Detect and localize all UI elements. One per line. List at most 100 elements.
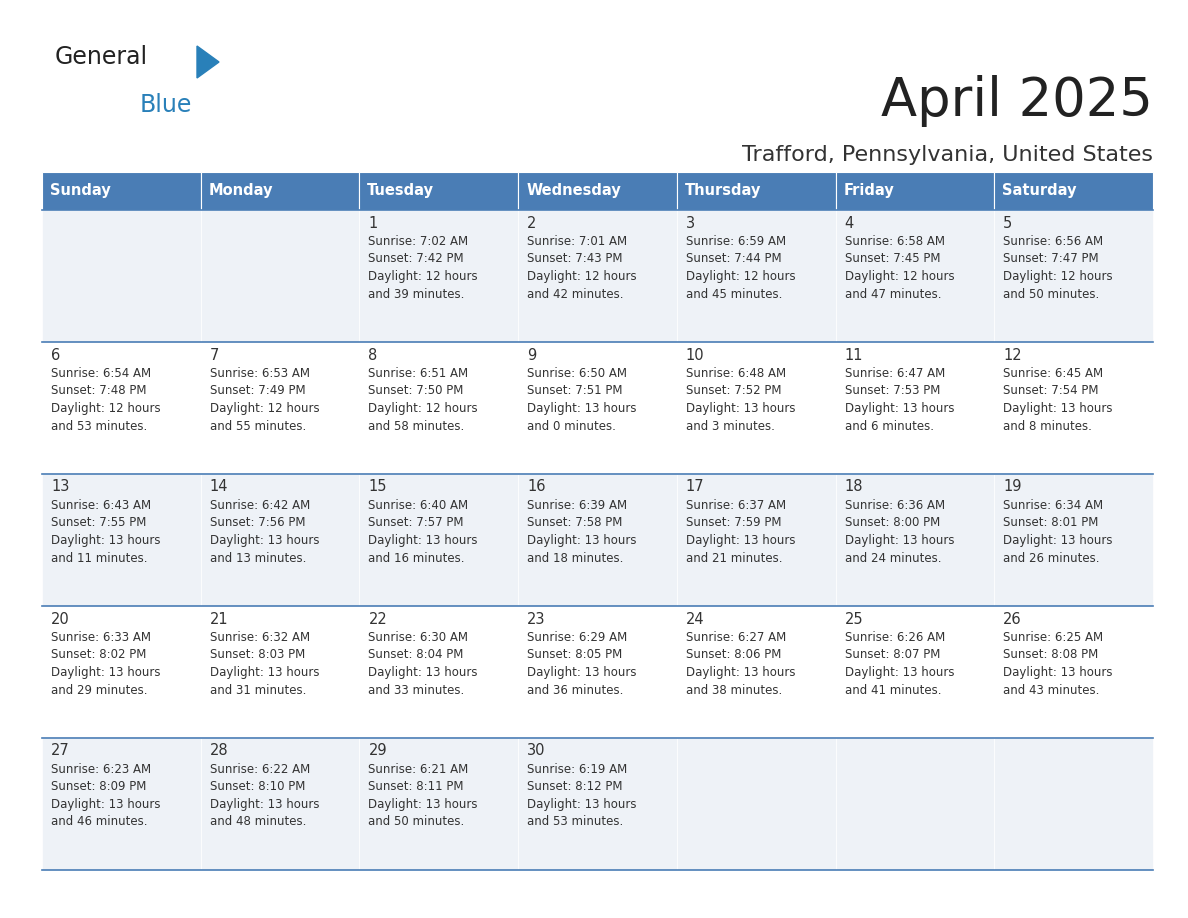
Text: Sunrise: 6:54 AM: Sunrise: 6:54 AM [51,367,151,380]
Bar [201,606,360,738]
Text: 24: 24 [685,611,704,626]
Text: Daylight: 12 hours: Daylight: 12 hours [368,402,478,415]
Text: Daylight: 13 hours: Daylight: 13 hours [210,798,320,811]
Text: Daylight: 13 hours: Daylight: 13 hours [845,534,954,547]
Text: Sunset: 7:55 PM: Sunset: 7:55 PM [51,517,146,530]
Text: and 53 minutes.: and 53 minutes. [51,420,147,432]
Bar [994,738,1154,870]
Text: and 24 minutes.: and 24 minutes. [845,552,941,565]
Bar [994,606,1154,738]
Text: and 8 minutes.: and 8 minutes. [1004,420,1092,432]
Bar [42,606,201,738]
Bar [835,172,994,210]
Bar [201,342,360,474]
Bar [360,210,518,342]
Text: Sunday: Sunday [50,184,110,198]
Bar [518,606,677,738]
Text: Sunrise: 6:45 AM: Sunrise: 6:45 AM [1004,367,1104,380]
Bar [677,606,835,738]
Text: Daylight: 12 hours: Daylight: 12 hours [1004,270,1113,283]
Text: Sunrise: 6:58 AM: Sunrise: 6:58 AM [845,235,944,248]
Text: Daylight: 13 hours: Daylight: 13 hours [1004,666,1113,679]
Bar [677,210,835,342]
Bar [835,210,994,342]
Text: and 29 minutes.: and 29 minutes. [51,684,147,697]
Text: Sunset: 8:01 PM: Sunset: 8:01 PM [1004,517,1099,530]
Text: Daylight: 12 hours: Daylight: 12 hours [368,270,478,283]
Text: Daylight: 12 hours: Daylight: 12 hours [845,270,954,283]
Bar [42,342,201,474]
Text: Sunrise: 6:51 AM: Sunrise: 6:51 AM [368,367,468,380]
Text: Sunrise: 7:01 AM: Sunrise: 7:01 AM [527,235,627,248]
Bar [994,342,1154,474]
Text: Sunrise: 6:48 AM: Sunrise: 6:48 AM [685,367,786,380]
Text: Sunset: 8:04 PM: Sunset: 8:04 PM [368,648,463,662]
Text: 1: 1 [368,216,378,230]
Bar [360,342,518,474]
Text: Sunset: 7:43 PM: Sunset: 7:43 PM [527,252,623,265]
Text: 26: 26 [1004,611,1022,626]
Text: 25: 25 [845,611,864,626]
Text: 21: 21 [210,611,228,626]
Bar [835,474,994,606]
Text: Sunrise: 6:36 AM: Sunrise: 6:36 AM [845,499,944,512]
Text: Sunset: 8:09 PM: Sunset: 8:09 PM [51,780,146,793]
Text: Daylight: 13 hours: Daylight: 13 hours [527,798,637,811]
Text: and 38 minutes.: and 38 minutes. [685,684,782,697]
Polygon shape [197,46,219,78]
Text: 28: 28 [210,744,228,758]
Text: and 42 minutes.: and 42 minutes. [527,287,624,300]
Bar [835,738,994,870]
Text: Sunrise: 6:43 AM: Sunrise: 6:43 AM [51,499,151,512]
Text: and 48 minutes.: and 48 minutes. [210,815,307,829]
Text: Sunset: 7:58 PM: Sunset: 7:58 PM [527,517,623,530]
Text: Sunset: 8:02 PM: Sunset: 8:02 PM [51,648,146,662]
Text: Daylight: 13 hours: Daylight: 13 hours [527,402,637,415]
Text: and 47 minutes.: and 47 minutes. [845,287,941,300]
Text: Daylight: 13 hours: Daylight: 13 hours [685,534,795,547]
Text: and 31 minutes.: and 31 minutes. [210,684,307,697]
Text: and 0 minutes.: and 0 minutes. [527,420,617,432]
Text: Daylight: 13 hours: Daylight: 13 hours [51,534,160,547]
Bar [518,342,677,474]
Text: 14: 14 [210,479,228,495]
Text: and 16 minutes.: and 16 minutes. [368,552,465,565]
Text: and 46 minutes.: and 46 minutes. [51,815,147,829]
Text: Sunrise: 6:50 AM: Sunrise: 6:50 AM [527,367,627,380]
Text: Sunset: 7:53 PM: Sunset: 7:53 PM [845,385,940,397]
Text: and 33 minutes.: and 33 minutes. [368,684,465,697]
Text: 13: 13 [51,479,69,495]
Text: Sunset: 7:44 PM: Sunset: 7:44 PM [685,252,782,265]
Text: and 45 minutes.: and 45 minutes. [685,287,782,300]
Text: Sunset: 8:05 PM: Sunset: 8:05 PM [527,648,623,662]
Text: 20: 20 [51,611,70,626]
Text: 23: 23 [527,611,545,626]
Text: 3: 3 [685,216,695,230]
Text: Sunset: 8:12 PM: Sunset: 8:12 PM [527,780,623,793]
Text: Sunset: 8:00 PM: Sunset: 8:00 PM [845,517,940,530]
Text: and 26 minutes.: and 26 minutes. [1004,552,1100,565]
Text: Sunrise: 6:37 AM: Sunrise: 6:37 AM [685,499,786,512]
Bar [201,474,360,606]
Text: Sunset: 7:59 PM: Sunset: 7:59 PM [685,517,782,530]
Bar [994,474,1154,606]
Text: Sunset: 7:51 PM: Sunset: 7:51 PM [527,385,623,397]
Text: Daylight: 13 hours: Daylight: 13 hours [368,534,478,547]
Text: Sunset: 7:49 PM: Sunset: 7:49 PM [210,385,305,397]
Text: Blue: Blue [140,93,192,117]
Text: Daylight: 13 hours: Daylight: 13 hours [210,534,320,547]
Text: Daylight: 13 hours: Daylight: 13 hours [527,666,637,679]
Text: Sunrise: 6:53 AM: Sunrise: 6:53 AM [210,367,310,380]
Text: and 18 minutes.: and 18 minutes. [527,552,624,565]
Text: April 2025: April 2025 [881,75,1154,127]
Text: and 41 minutes.: and 41 minutes. [845,684,941,697]
Text: Wednesday: Wednesday [526,184,621,198]
Text: 18: 18 [845,479,862,495]
Text: Sunrise: 6:19 AM: Sunrise: 6:19 AM [527,763,627,776]
Text: and 58 minutes.: and 58 minutes. [368,420,465,432]
Text: Sunset: 7:47 PM: Sunset: 7:47 PM [1004,252,1099,265]
Bar [201,172,360,210]
Text: Daylight: 13 hours: Daylight: 13 hours [1004,402,1113,415]
Text: Daylight: 12 hours: Daylight: 12 hours [527,270,637,283]
Bar [42,738,201,870]
